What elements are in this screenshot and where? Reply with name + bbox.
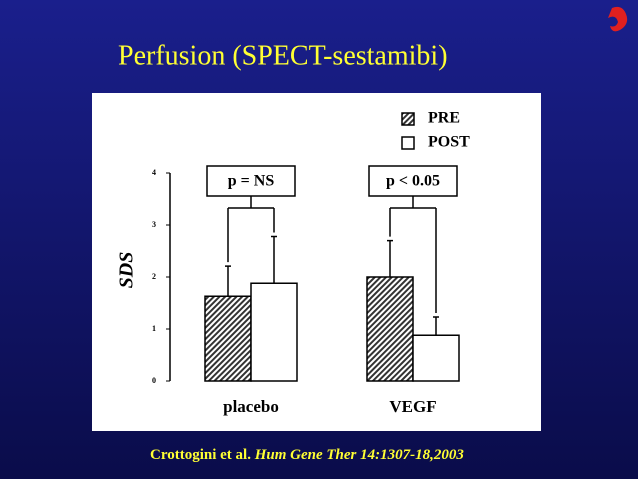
bar	[250, 282, 298, 382]
bar	[204, 295, 252, 382]
x-tick-label: placebo	[223, 397, 279, 416]
y-tick-label: 4	[152, 168, 156, 177]
error-bar	[225, 265, 231, 297]
y-tick-label: 2	[152, 272, 156, 281]
logo	[608, 6, 628, 32]
annotation: p = NS	[228, 173, 275, 190]
citation: Crottogini et al. Hum Gene Ther 14:1307-…	[150, 447, 464, 463]
legend-swatch	[401, 112, 415, 126]
citation-reference: Hum Gene Ther 14:1307-18,2003	[254, 447, 465, 463]
y-axis-label: SDS	[116, 252, 138, 289]
citation-authors: Crottogini et al.	[150, 447, 251, 463]
chart-panel	[92, 93, 541, 431]
legend-label: POST	[428, 134, 470, 151]
annotation: p < 0.05	[386, 173, 440, 190]
y-tick-label: 3	[152, 220, 156, 229]
y-tick-label: 1	[152, 324, 156, 333]
legend-label: PRE	[428, 110, 460, 127]
error-bar	[271, 235, 277, 284]
bracket	[227, 196, 275, 263]
error-bar	[433, 316, 439, 336]
bracket	[389, 196, 437, 314]
bar	[412, 334, 460, 382]
bar	[366, 276, 414, 382]
annotation-box	[368, 165, 458, 197]
y-tick-label: 0	[152, 376, 156, 385]
legend-swatch	[401, 136, 415, 150]
slide-title: Perfusion (SPECT-sestamibi)	[118, 40, 448, 71]
x-tick-label: VEGF	[389, 397, 436, 416]
annotation-box	[206, 165, 296, 197]
error-bar	[387, 239, 393, 277]
